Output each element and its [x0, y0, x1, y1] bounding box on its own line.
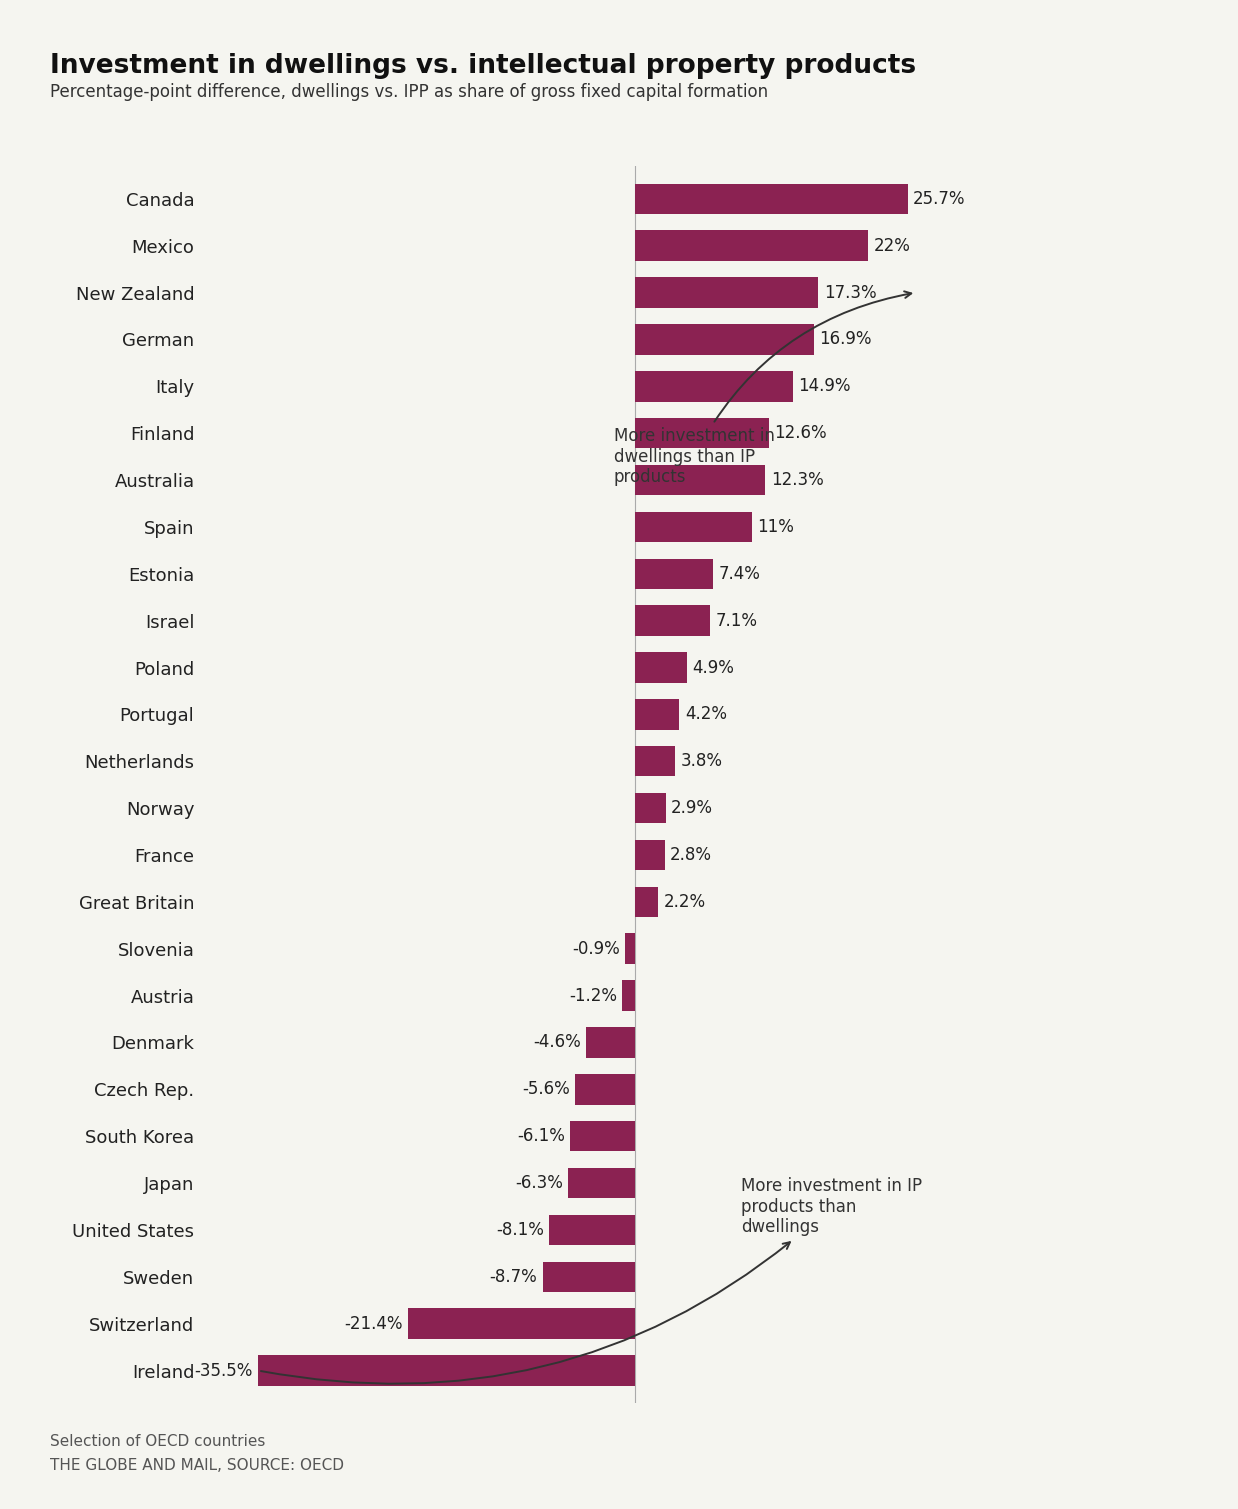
Text: 12.6%: 12.6%	[774, 424, 827, 442]
Text: 3.8%: 3.8%	[681, 753, 723, 770]
Text: -5.6%: -5.6%	[522, 1080, 571, 1099]
Text: 2.2%: 2.2%	[664, 893, 706, 911]
Text: 16.9%: 16.9%	[820, 330, 872, 349]
Text: Percentage-point difference, dwellings vs. IPP as share of gross fixed capital f: Percentage-point difference, dwellings v…	[50, 83, 768, 101]
Text: 4.9%: 4.9%	[692, 658, 734, 676]
Bar	[571, 1121, 635, 1151]
Text: -0.9%: -0.9%	[572, 940, 620, 958]
Text: -21.4%: -21.4%	[344, 1314, 402, 1332]
Bar	[635, 605, 711, 635]
Text: More investment in IP
products than
dwellings: More investment in IP products than dwel…	[261, 1177, 922, 1384]
Bar	[625, 934, 635, 964]
Text: 7.1%: 7.1%	[716, 611, 758, 629]
Text: 25.7%: 25.7%	[912, 190, 966, 208]
Bar	[635, 887, 659, 917]
Text: 7.4%: 7.4%	[719, 564, 760, 582]
Text: 14.9%: 14.9%	[799, 377, 851, 395]
Bar	[548, 1215, 635, 1245]
Bar	[635, 465, 765, 495]
Text: Selection of OECD countries: Selection of OECD countries	[50, 1434, 265, 1449]
Text: -1.2%: -1.2%	[569, 987, 617, 1005]
Bar	[623, 981, 635, 1011]
Bar	[586, 1028, 635, 1058]
Bar	[635, 184, 907, 214]
Text: -6.3%: -6.3%	[515, 1174, 563, 1192]
Text: -8.7%: -8.7%	[489, 1268, 537, 1286]
Text: 17.3%: 17.3%	[823, 284, 877, 302]
Bar	[568, 1168, 635, 1198]
Bar	[635, 512, 751, 542]
Bar	[635, 792, 666, 824]
Bar	[259, 1355, 635, 1385]
Bar	[635, 231, 868, 261]
Text: -6.1%: -6.1%	[517, 1127, 565, 1145]
Bar	[635, 324, 815, 355]
Text: THE GLOBE AND MAIL, SOURCE: OECD: THE GLOBE AND MAIL, SOURCE: OECD	[50, 1458, 343, 1473]
Text: More investment in
dwellings than IP
products: More investment in dwellings than IP pro…	[614, 291, 911, 486]
Text: 11%: 11%	[756, 518, 794, 536]
Bar	[407, 1308, 635, 1338]
Bar	[635, 745, 675, 777]
Bar	[635, 371, 794, 401]
Text: 2.9%: 2.9%	[671, 800, 713, 816]
Bar	[635, 418, 769, 448]
Bar	[635, 652, 687, 682]
Text: Investment in dwellings vs. intellectual property products: Investment in dwellings vs. intellectual…	[50, 53, 916, 78]
Bar	[635, 278, 818, 308]
Bar	[542, 1262, 635, 1292]
Text: 12.3%: 12.3%	[771, 471, 823, 489]
Text: 4.2%: 4.2%	[685, 705, 727, 723]
Bar	[635, 839, 665, 871]
Bar	[635, 558, 713, 589]
Text: -35.5%: -35.5%	[194, 1361, 253, 1379]
Text: -4.6%: -4.6%	[534, 1034, 581, 1052]
Text: -8.1%: -8.1%	[495, 1221, 543, 1239]
Text: 2.8%: 2.8%	[670, 847, 712, 865]
Text: 22%: 22%	[874, 237, 911, 255]
Bar	[576, 1074, 635, 1105]
Bar	[635, 699, 680, 730]
